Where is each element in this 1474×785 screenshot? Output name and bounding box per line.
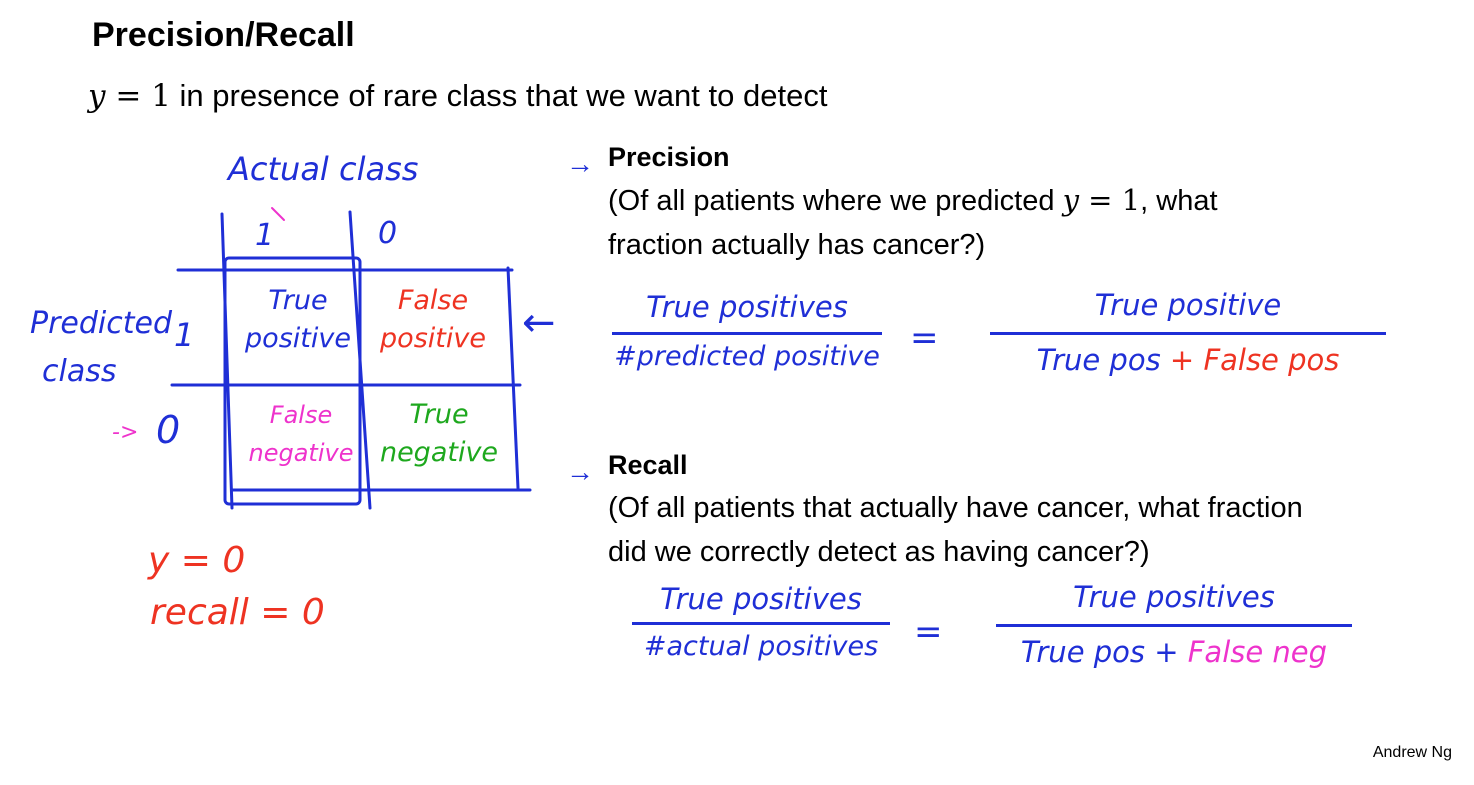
actual-col-0: 0 bbox=[378, 216, 398, 251]
recall-frac2-denominator: True pos + False neg bbox=[996, 627, 1352, 669]
recall-frac1: True positives #actual positives bbox=[632, 582, 890, 662]
subtitle-text: in presence of rare class that we want t… bbox=[170, 78, 828, 113]
cell-true-negative: True negative bbox=[372, 396, 506, 472]
note-recall-equals-zero: recall = 0 bbox=[150, 592, 325, 633]
precision-desc-part2: , what bbox=[1140, 185, 1218, 217]
cell-tn-line2: negative bbox=[379, 437, 499, 468]
recall-frac1-bar bbox=[632, 622, 890, 625]
recall-frac2-den-b: False neg bbox=[1187, 635, 1328, 669]
cell-fn-line1: False bbox=[269, 401, 333, 429]
predicted-row-0: 0 bbox=[156, 408, 181, 452]
precision-desc-part1: (Of all patients where we predicted bbox=[608, 185, 1063, 217]
precision-frac2-numerator: True positive bbox=[1094, 288, 1282, 322]
cell-true-positive: True positive bbox=[236, 282, 360, 358]
recall-bullet-arrow: → bbox=[566, 456, 594, 487]
precision-equals: = bbox=[910, 318, 939, 358]
cell-false-positive: False positive bbox=[368, 282, 498, 358]
cell-fp-line2: positive bbox=[380, 323, 486, 354]
precision-frac2-denominator: True pos + False pos bbox=[990, 335, 1386, 377]
recall-description: (Of all patients that actually have canc… bbox=[608, 486, 1438, 574]
recall-desc-line1: (Of all patients that actually have canc… bbox=[608, 492, 1303, 524]
actual-class-label: Actual class bbox=[228, 150, 419, 188]
slide-title: Precision/Recall bbox=[92, 16, 355, 54]
cell-tn-line1: True bbox=[409, 399, 469, 430]
precision-bullet-arrow: → bbox=[566, 148, 594, 179]
recall-frac2-den-a: True pos + bbox=[1020, 635, 1188, 669]
predicted-row-1: 1 bbox=[174, 316, 195, 354]
precision-description: (Of all patients where we predicted y = … bbox=[608, 178, 1408, 267]
cell-fp-line1: False bbox=[397, 285, 469, 316]
recall-frac1-denominator: #actual positives bbox=[643, 631, 879, 662]
recall-frac2-bar bbox=[996, 624, 1352, 627]
cell-tp-line1: True bbox=[268, 285, 328, 316]
recall-frac2: True positives True pos + False neg bbox=[996, 580, 1352, 669]
precision-desc-math-var: y bbox=[1062, 183, 1079, 217]
precision-frac2-den-a: True pos bbox=[1036, 343, 1170, 377]
precision-frac1-bar bbox=[612, 332, 882, 335]
left-pointer-arrow: ← bbox=[522, 300, 556, 346]
precision-frac1-denominator: #predicted positive bbox=[614, 341, 880, 372]
row-pointer-arrow: -> bbox=[112, 420, 139, 445]
cell-tp-line2: positive bbox=[245, 323, 351, 354]
precision-frac1-numerator: True positives bbox=[646, 290, 848, 324]
precision-heading: Precision bbox=[608, 142, 730, 172]
actual-positive-highlight bbox=[223, 256, 362, 506]
subtitle-math-var: y bbox=[88, 78, 106, 114]
precision-frac2-den-b: + False pos bbox=[1169, 343, 1340, 377]
precision-desc-math-eq: = 1 bbox=[1078, 183, 1141, 217]
recall-frac2-numerator: True positives bbox=[1073, 580, 1275, 614]
slide-subtitle: y = 1 in presence of rare class that we … bbox=[88, 78, 827, 114]
precision-frac2-bar bbox=[990, 332, 1386, 335]
actual-col-1: 1 bbox=[255, 218, 275, 253]
author-footer: Andrew Ng bbox=[1372, 744, 1452, 761]
predicted-class-label-line1: Predicted bbox=[30, 306, 173, 341]
precision-desc-line2: fraction actually has cancer?) bbox=[608, 229, 986, 261]
cell-false-negative: False negative bbox=[238, 396, 364, 472]
grid-vline-right bbox=[506, 266, 520, 490]
subtitle-math-eq: = 1 bbox=[105, 78, 171, 114]
note-y-equals-zero: y = 0 bbox=[148, 540, 246, 581]
precision-frac2: True positive True pos + False pos bbox=[990, 288, 1386, 377]
pink-tick-mark bbox=[271, 207, 285, 221]
recall-frac1-numerator: True positives bbox=[660, 582, 862, 616]
recall-equals: = bbox=[914, 612, 943, 652]
recall-heading: Recall bbox=[608, 450, 688, 480]
cell-fn-line2: negative bbox=[248, 439, 354, 467]
precision-frac1: True positives #predicted positive bbox=[612, 290, 882, 372]
recall-desc-line2: did we correctly detect as having cancer… bbox=[608, 536, 1150, 568]
precision-desc-line1: (Of all patients where we predicted y = … bbox=[608, 178, 1408, 223]
predicted-class-label-line2: class bbox=[42, 354, 117, 389]
